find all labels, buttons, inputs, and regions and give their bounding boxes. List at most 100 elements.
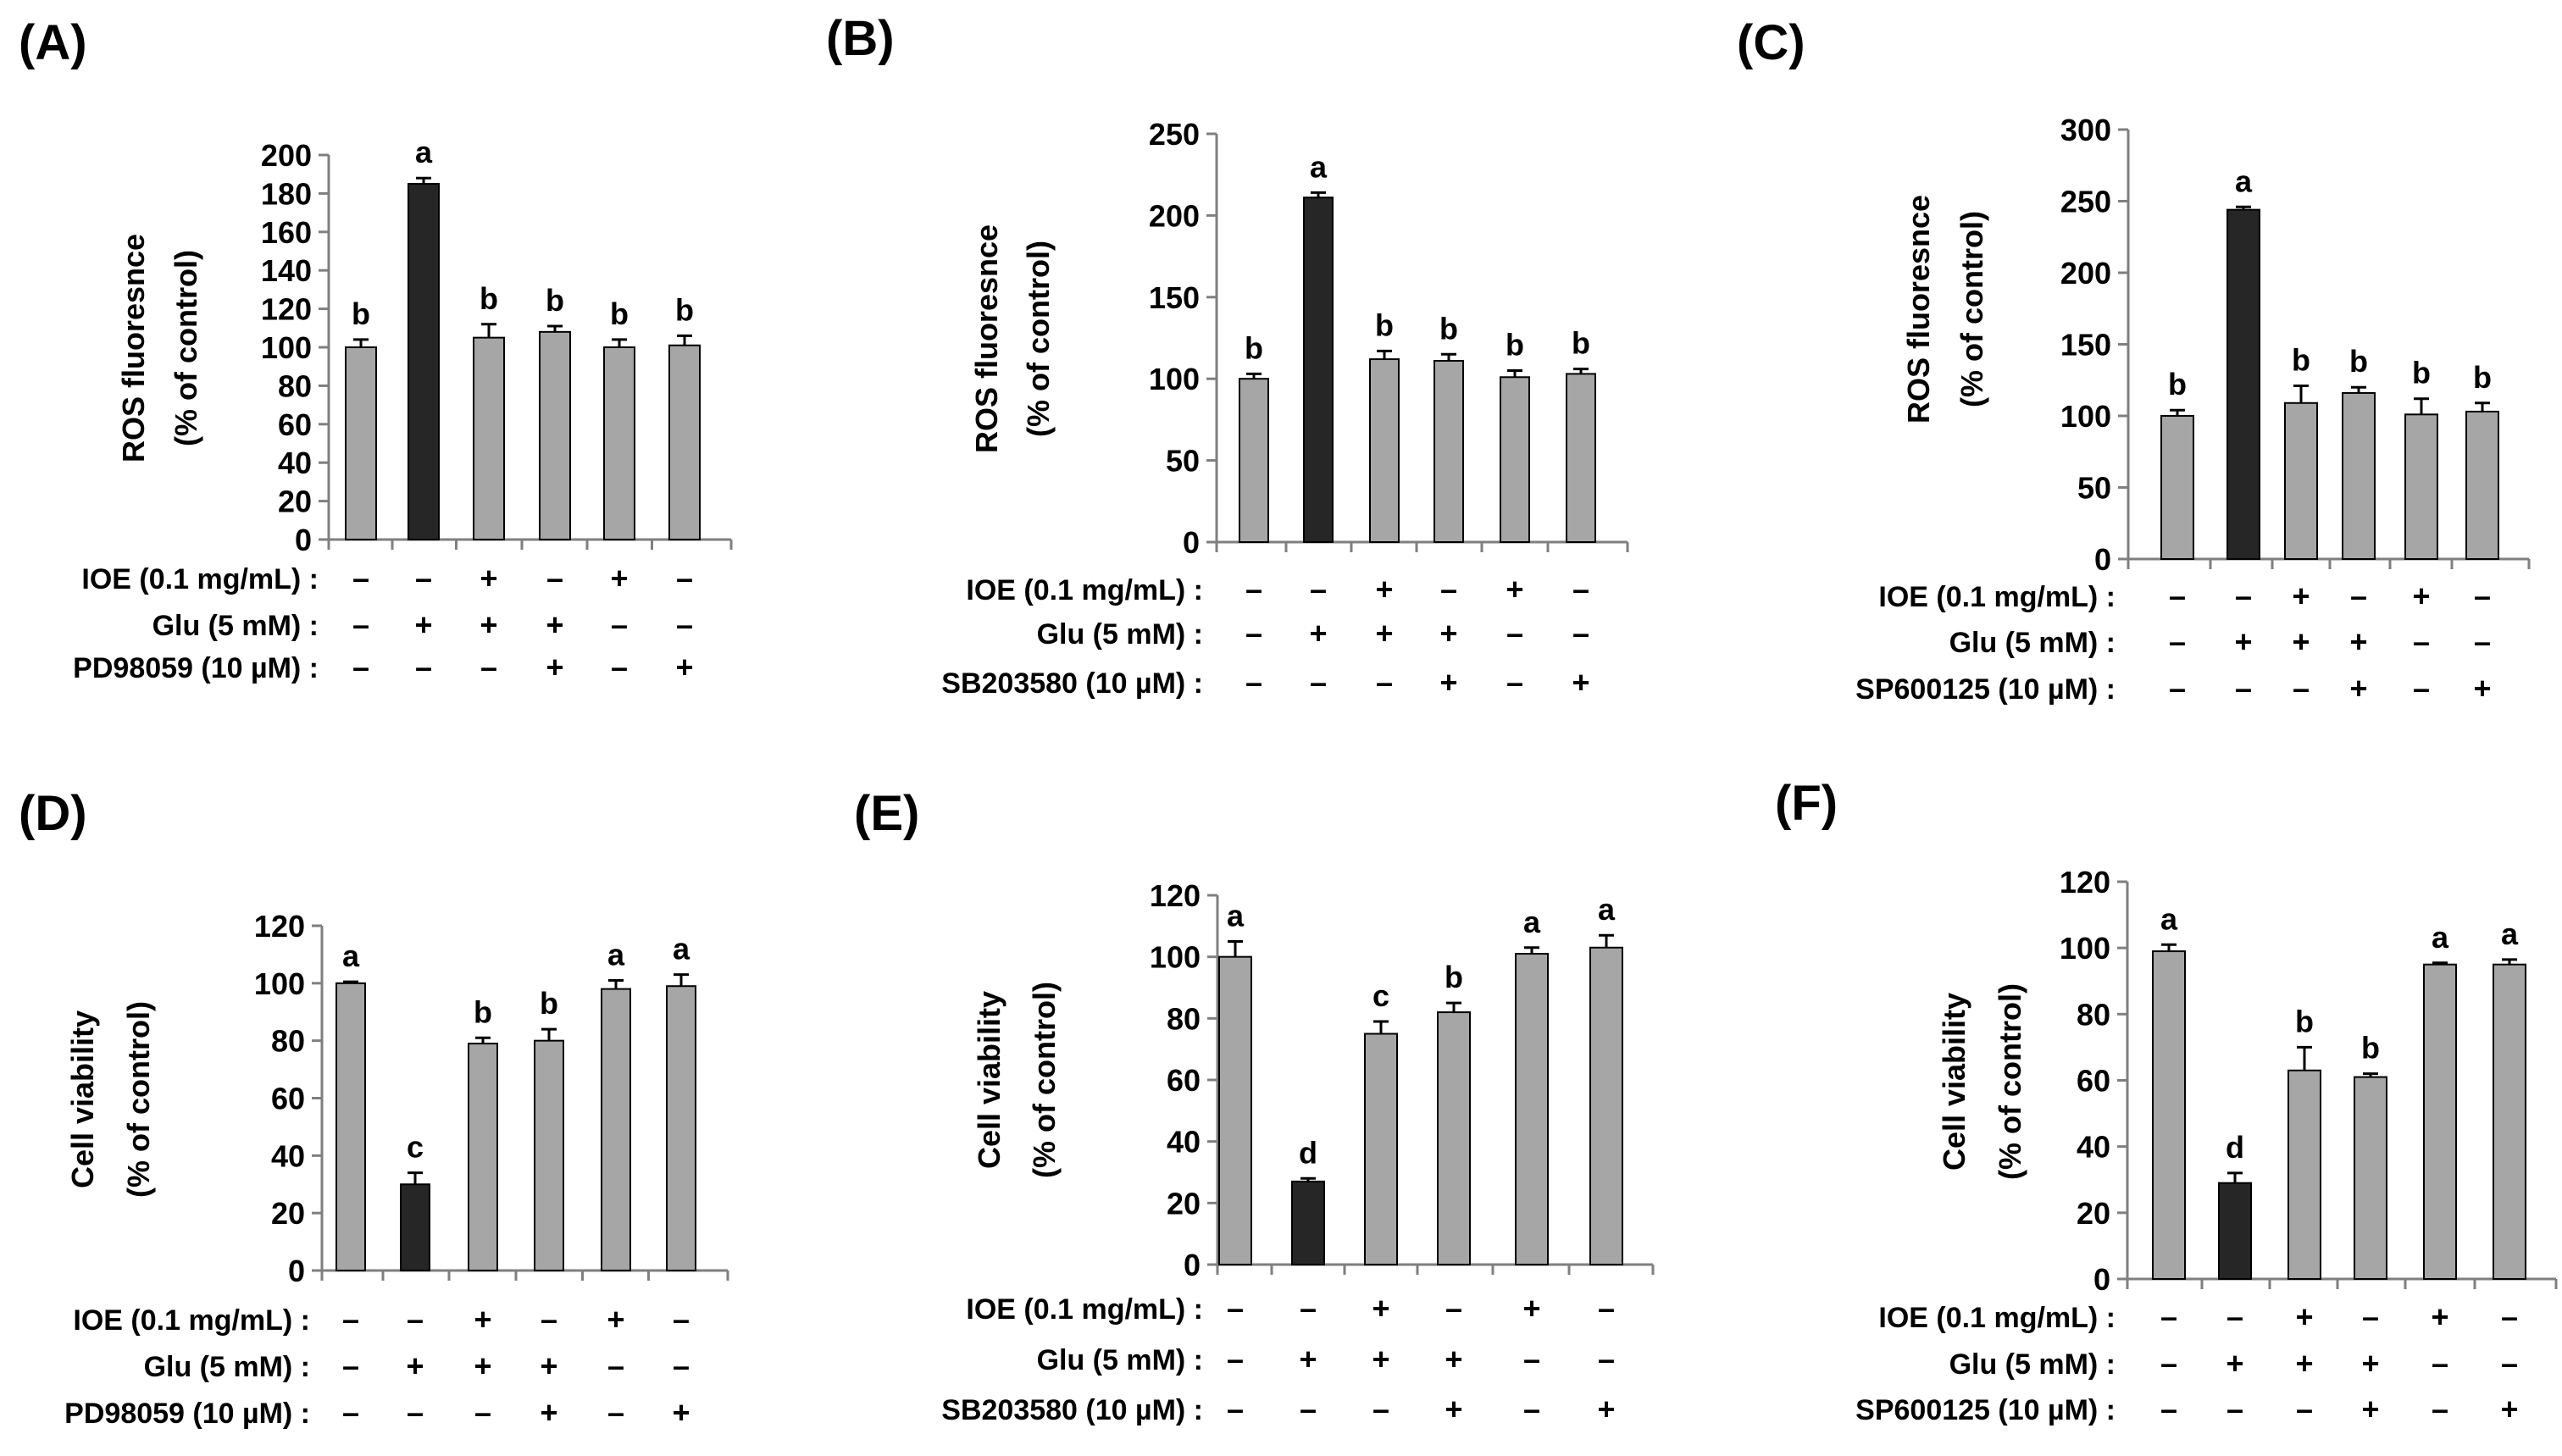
significance-letter: b [474, 994, 492, 1029]
bar [2218, 1182, 2252, 1280]
y-tick-label: 40 [1167, 1125, 1201, 1160]
treatment-row-label: IOE (0.1 mg/mL) : [966, 1293, 1203, 1326]
treatment-symbol: + [1372, 1291, 1389, 1326]
y-tick-label: 120 [2060, 865, 2110, 900]
y-tick-label: 0 [295, 523, 312, 557]
treatment-symbol: + [2361, 1392, 2379, 1426]
treatment-symbol: – [2432, 1346, 2448, 1381]
treatment-symbol: – [1227, 1291, 1244, 1326]
treatment-symbol: + [1375, 572, 1393, 606]
y-tick-label: 100 [261, 330, 312, 365]
y-tick-label: 120 [261, 292, 312, 327]
y-tick-label: 250 [2060, 185, 2111, 219]
treatment-symbol: – [352, 650, 369, 684]
bar [1239, 378, 1269, 544]
treatment-symbol: – [1572, 616, 1589, 650]
panel-label: (B) [826, 11, 895, 66]
treatment-symbol: + [1445, 1342, 1462, 1376]
bar [408, 183, 440, 541]
significance-letter: b [1245, 330, 1263, 365]
significance-letter: d [2226, 1130, 2244, 1165]
significance-letter: d [1299, 1135, 1317, 1170]
treatment-row-label: IOE (0.1 mg/mL) : [966, 574, 1203, 606]
significance-letter: b [1572, 326, 1590, 361]
treatment-symbol: – [611, 650, 628, 684]
treatment-symbol: – [676, 607, 693, 642]
y-axis-label: (% of control) [1027, 982, 1062, 1178]
bar [2423, 963, 2457, 1281]
treatment-symbol: – [480, 650, 497, 684]
treatment-symbol: + [540, 1395, 557, 1430]
treatment-symbol: – [1523, 1342, 1540, 1376]
y-tick-label: 50 [2077, 471, 2111, 506]
y-tick-label: 60 [278, 407, 312, 442]
treatment-symbol: – [673, 1302, 690, 1337]
treatment-symbol: + [2292, 624, 2310, 659]
treatment-symbol: + [2349, 624, 2367, 659]
treatment-symbol: + [675, 650, 693, 684]
significance-letter: b [2295, 1004, 2314, 1038]
treatment-symbol: – [352, 561, 369, 595]
significance-letter: c [407, 1130, 424, 1165]
y-tick-label: 40 [278, 446, 312, 480]
y-tick-label: 80 [2077, 997, 2110, 1032]
treatment-row-label: SB203580 (10 µM) : [941, 667, 1203, 700]
y-tick-label: 40 [271, 1138, 305, 1173]
treatment-symbol: – [1245, 572, 1262, 606]
treatment-row-label: PD98059 (10 µM) : [64, 1398, 310, 1430]
y-axis-label: (% of control) [121, 1001, 156, 1198]
treatment-symbol: + [2292, 579, 2310, 613]
treatment-symbol: – [607, 1395, 624, 1430]
y-axis-label: Cell viability [972, 991, 1006, 1169]
treatment-symbol: – [1310, 572, 1327, 606]
bar [2342, 391, 2376, 560]
treatment-symbol: + [2473, 671, 2491, 706]
y-tick-label: 20 [278, 484, 312, 519]
treatment-row-label: Glu (5 mM) : [152, 610, 319, 642]
panel-label: (C) [1737, 15, 1805, 70]
treatment-symbol: – [673, 1348, 690, 1383]
treatment-symbol: – [2293, 671, 2310, 706]
treatment-symbol: – [2169, 579, 2186, 613]
y-tick-label: 100 [1149, 362, 1200, 396]
y-tick-label: 300 [2060, 113, 2111, 147]
significance-letter: b [2349, 344, 2368, 379]
treatment-row-label: Glu (5 mM) : [144, 1351, 310, 1383]
treatment-symbol: – [1572, 572, 1589, 606]
panel-label: (F) [1775, 776, 1838, 831]
bar [1566, 373, 1596, 543]
significance-letter: a [415, 135, 433, 169]
treatment-symbol: – [611, 607, 628, 642]
y-tick-label: 120 [254, 909, 305, 944]
treatment-symbol: – [1310, 665, 1327, 700]
treatment-symbol: + [480, 607, 497, 642]
treatment-symbol: – [407, 1395, 424, 1430]
treatment-symbol: – [407, 1302, 424, 1337]
significance-letter: b [1506, 328, 1524, 363]
panel-label: (A) [19, 15, 87, 70]
treatment-row-label: Glu (5 mM) : [1037, 1344, 1203, 1376]
treatment-symbol: + [1299, 1342, 1317, 1376]
treatment-symbol: – [2169, 671, 2186, 706]
bar [1434, 359, 1464, 543]
y-tick-label: 80 [271, 1024, 305, 1059]
bar [539, 330, 571, 540]
y-tick-label: 160 [261, 215, 312, 250]
significance-letter: a [607, 937, 625, 972]
bar [1515, 953, 1549, 1265]
treatment-symbol: – [1372, 1392, 1389, 1426]
bar [1218, 955, 1252, 1265]
y-tick-label: 100 [1150, 940, 1201, 975]
panel-label: (D) [19, 786, 87, 841]
treatment-symbol: + [1372, 1342, 1389, 1376]
y-tick-label: 50 [1166, 444, 1200, 479]
treatment-symbol: – [2432, 1392, 2448, 1426]
panel-label: (E) [854, 786, 919, 841]
treatment-row-label: SP600125 (10 µM) : [1855, 673, 2116, 706]
treatment-symbol: – [1300, 1291, 1317, 1326]
treatment-symbol: – [1598, 1342, 1615, 1376]
bar [2288, 1069, 2321, 1281]
treatment-symbol: + [2361, 1346, 2379, 1381]
chart-panel-e: (E) 0 20 40 60 80 100 120 Cell viability (% of co… [854, 786, 1655, 1426]
significance-letter: a [2501, 916, 2519, 951]
